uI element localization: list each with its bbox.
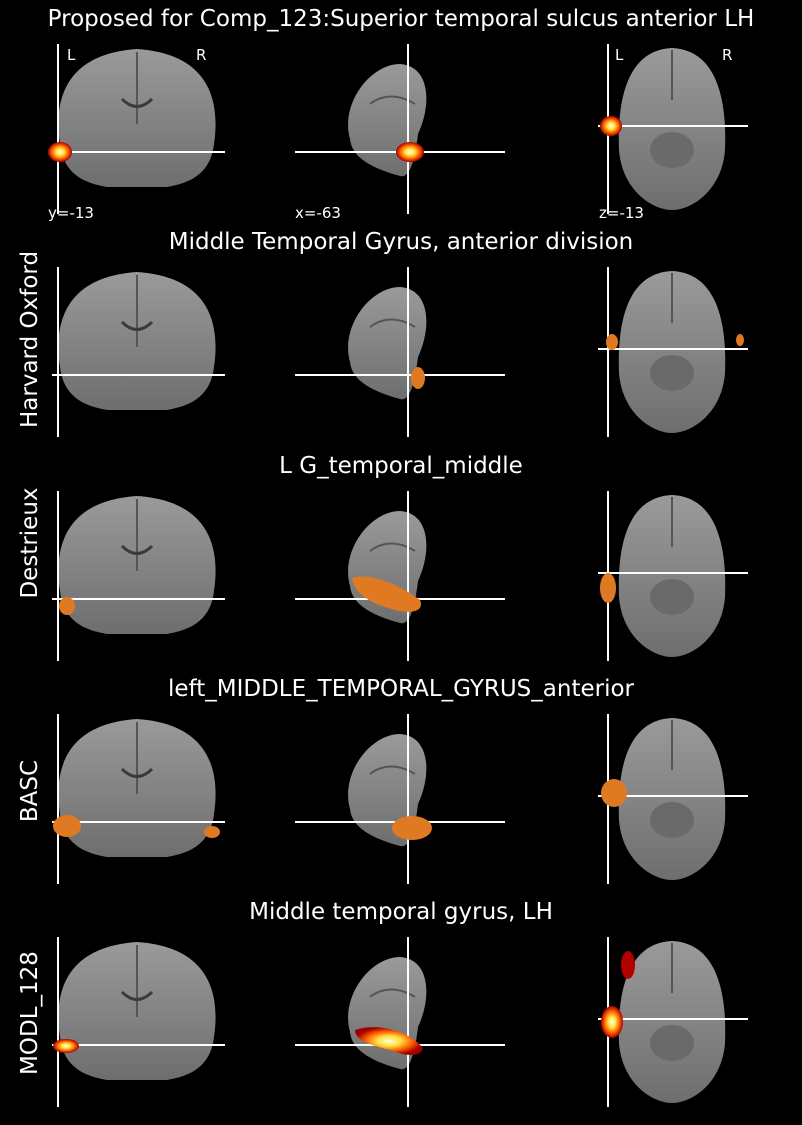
axial-left-label: L bbox=[615, 46, 624, 64]
axial-right-label: R bbox=[722, 46, 733, 64]
row2-axial-slice bbox=[618, 495, 726, 657]
row0-axial-slice bbox=[618, 48, 726, 210]
row1-sagittal-slice bbox=[348, 287, 427, 400]
row0-coronal-activation bbox=[48, 142, 72, 162]
row3-sagittal-region bbox=[392, 816, 432, 840]
row0-axial-activation bbox=[600, 116, 622, 136]
row0-sagittal-activation bbox=[396, 142, 424, 162]
row2-axial-region bbox=[600, 573, 616, 603]
row4-coronal-activation bbox=[53, 1039, 79, 1053]
coronal-cut-label: y=-13 bbox=[48, 204, 94, 222]
row3-axial-slice bbox=[618, 718, 726, 880]
axial-cut-label: z=-13 bbox=[599, 204, 644, 222]
row1-axial-region-left bbox=[606, 334, 618, 350]
panel-title-proposed: Proposed for Comp_123:Superior temporal … bbox=[47, 6, 755, 32]
row1-sagittal-region bbox=[411, 367, 425, 389]
row1-axial-region-right bbox=[736, 334, 744, 346]
row1-axial-slice bbox=[618, 271, 726, 433]
row4-axial-activation bbox=[601, 1006, 623, 1038]
sagittal-cut-label: x=-63 bbox=[295, 204, 341, 222]
panel-title-destrieux: L G_temporal_middle bbox=[279, 453, 523, 479]
row4-axial-slice bbox=[618, 941, 726, 1103]
panel-title-harvard-oxford: Middle Temporal Gyrus, anterior division bbox=[168, 229, 634, 255]
row3-coronal-region-left bbox=[53, 815, 81, 837]
panel-title-modl: Middle temporal gyrus, LH bbox=[249, 899, 553, 925]
row3-axial-region bbox=[601, 779, 627, 807]
coronal-right-label: R bbox=[196, 46, 207, 64]
row3-coronal-region-right bbox=[204, 826, 220, 838]
coronal-left-label: L bbox=[67, 46, 76, 64]
row2-coronal-region bbox=[59, 597, 75, 615]
panel-title-basc: left_MIDDLE_TEMPORAL_GYRUS_anterior bbox=[168, 676, 634, 702]
row4-axial-activation-secondary bbox=[621, 951, 635, 979]
row2-sagittal-region bbox=[352, 576, 421, 612]
row4-sagittal-activation bbox=[355, 1027, 423, 1055]
